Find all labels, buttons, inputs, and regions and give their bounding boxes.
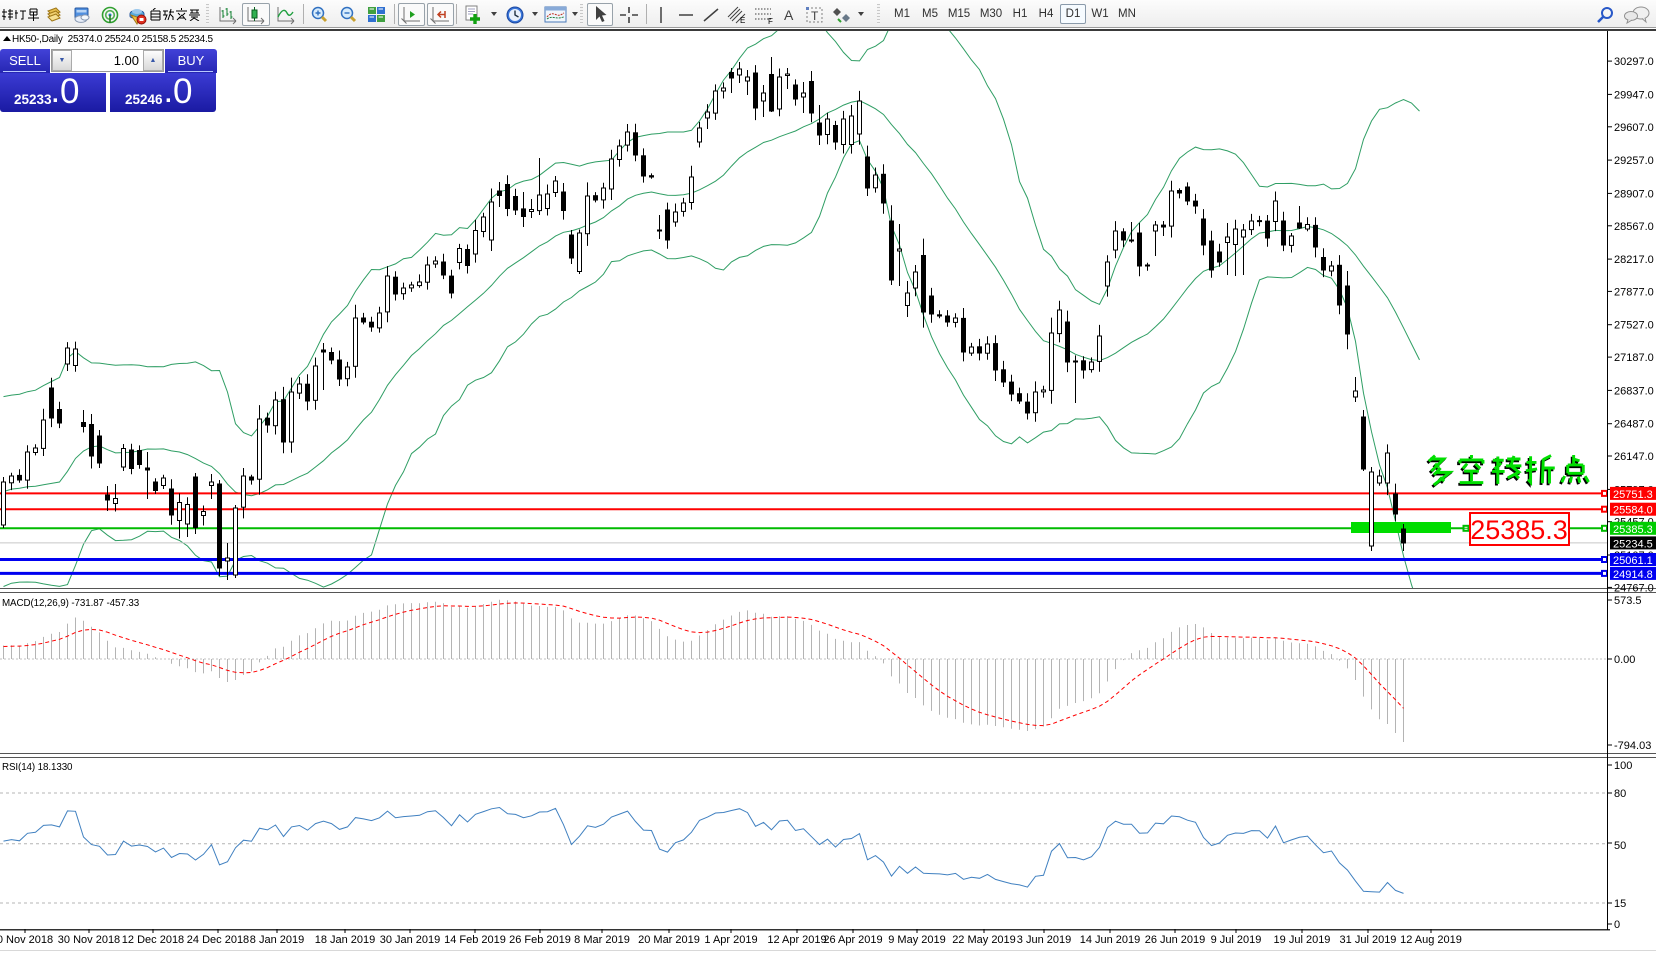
svg-text:T: T bbox=[811, 9, 819, 23]
svg-text:26 Jun 2019: 26 Jun 2019 bbox=[1145, 934, 1206, 946]
svg-text:14 Jun 2019: 14 Jun 2019 bbox=[1080, 934, 1141, 946]
svg-text:25234.5: 25234.5 bbox=[1613, 538, 1653, 550]
svg-text:26 Apr 2019: 26 Apr 2019 bbox=[823, 934, 882, 946]
svg-text:25061.1: 25061.1 bbox=[1613, 555, 1653, 567]
svg-text:29947.0: 29947.0 bbox=[1614, 89, 1654, 101]
svg-text:31 Jul 2019: 31 Jul 2019 bbox=[1340, 934, 1397, 946]
svg-text:25385.3: 25385.3 bbox=[1470, 515, 1568, 545]
svg-text:E: E bbox=[740, 16, 745, 25]
svg-text:9 May 2019: 9 May 2019 bbox=[888, 934, 945, 946]
svg-text:0: 0 bbox=[1614, 919, 1620, 931]
svg-text:26487.0: 26487.0 bbox=[1614, 419, 1654, 431]
svg-text:27877.0: 27877.0 bbox=[1614, 286, 1654, 298]
svg-text:RSI(14) 18.1330: RSI(14) 18.1330 bbox=[2, 762, 73, 773]
svg-text:20 Mar 2019: 20 Mar 2019 bbox=[638, 934, 700, 946]
svg-text:14 Feb 2019: 14 Feb 2019 bbox=[444, 934, 506, 946]
svg-text:18 Jan 2019: 18 Jan 2019 bbox=[315, 934, 376, 946]
svg-text:0.00: 0.00 bbox=[1614, 654, 1635, 666]
svg-text:3 Jun 2019: 3 Jun 2019 bbox=[1017, 934, 1071, 946]
svg-text:F: F bbox=[768, 17, 773, 25]
svg-text:28217.0: 28217.0 bbox=[1614, 254, 1654, 266]
svg-text:26837.0: 26837.0 bbox=[1614, 385, 1654, 397]
svg-text:0 Nov 2018: 0 Nov 2018 bbox=[0, 934, 53, 946]
svg-text:28907.0: 28907.0 bbox=[1614, 188, 1654, 200]
svg-text:26 Feb 2019: 26 Feb 2019 bbox=[509, 934, 571, 946]
svg-text:27187.0: 27187.0 bbox=[1614, 352, 1654, 364]
svg-text:MACD(12,26,9) -731.87 -457.33: MACD(12,26,9) -731.87 -457.33 bbox=[2, 598, 140, 609]
svg-text:19 Jul 2019: 19 Jul 2019 bbox=[1274, 934, 1331, 946]
svg-text:12 Aug 2019: 12 Aug 2019 bbox=[1400, 934, 1462, 946]
svg-text:26147.0: 26147.0 bbox=[1614, 451, 1654, 463]
svg-text:1 Apr 2019: 1 Apr 2019 bbox=[704, 934, 757, 946]
svg-text:29257.0: 29257.0 bbox=[1614, 155, 1654, 167]
svg-text:24767.0: 24767.0 bbox=[1614, 582, 1654, 594]
svg-text:24 Dec 2018: 24 Dec 2018 bbox=[187, 934, 249, 946]
svg-text:12 Apr 2019: 12 Apr 2019 bbox=[767, 934, 826, 946]
svg-text:573.5: 573.5 bbox=[1614, 595, 1642, 607]
svg-text:30 Nov 2018: 30 Nov 2018 bbox=[58, 934, 120, 946]
svg-text:25751.3: 25751.3 bbox=[1613, 489, 1653, 501]
svg-text:30297.0: 30297.0 bbox=[1614, 56, 1654, 68]
svg-text:-794.03: -794.03 bbox=[1614, 740, 1651, 752]
svg-text:80: 80 bbox=[1614, 788, 1626, 800]
svg-text:25584.0: 25584.0 bbox=[1613, 505, 1653, 517]
svg-text:12 Dec 2018: 12 Dec 2018 bbox=[122, 934, 184, 946]
svg-text:A: A bbox=[784, 7, 794, 23]
svg-text:25385.3: 25385.3 bbox=[1613, 524, 1653, 536]
svg-text:8 Jan 2019: 8 Jan 2019 bbox=[250, 934, 304, 946]
svg-text:29607.0: 29607.0 bbox=[1614, 122, 1654, 134]
svg-text:30 Jan 2019: 30 Jan 2019 bbox=[380, 934, 441, 946]
svg-text:HK50-,Daily 25374.0 25524.0 2: HK50-,Daily 25374.0 25524.0 25158.5 2523… bbox=[12, 34, 214, 45]
svg-text:27527.0: 27527.0 bbox=[1614, 320, 1654, 332]
svg-text:22 May 2019: 22 May 2019 bbox=[952, 934, 1016, 946]
svg-text:9 Jul 2019: 9 Jul 2019 bbox=[1211, 934, 1262, 946]
svg-text:24914.8: 24914.8 bbox=[1613, 569, 1653, 581]
svg-text:100: 100 bbox=[1614, 760, 1632, 772]
svg-text:15: 15 bbox=[1614, 898, 1626, 910]
svg-text:50: 50 bbox=[1614, 840, 1626, 852]
svg-text:28567.0: 28567.0 bbox=[1614, 221, 1654, 233]
svg-text:8 Mar 2019: 8 Mar 2019 bbox=[574, 934, 630, 946]
